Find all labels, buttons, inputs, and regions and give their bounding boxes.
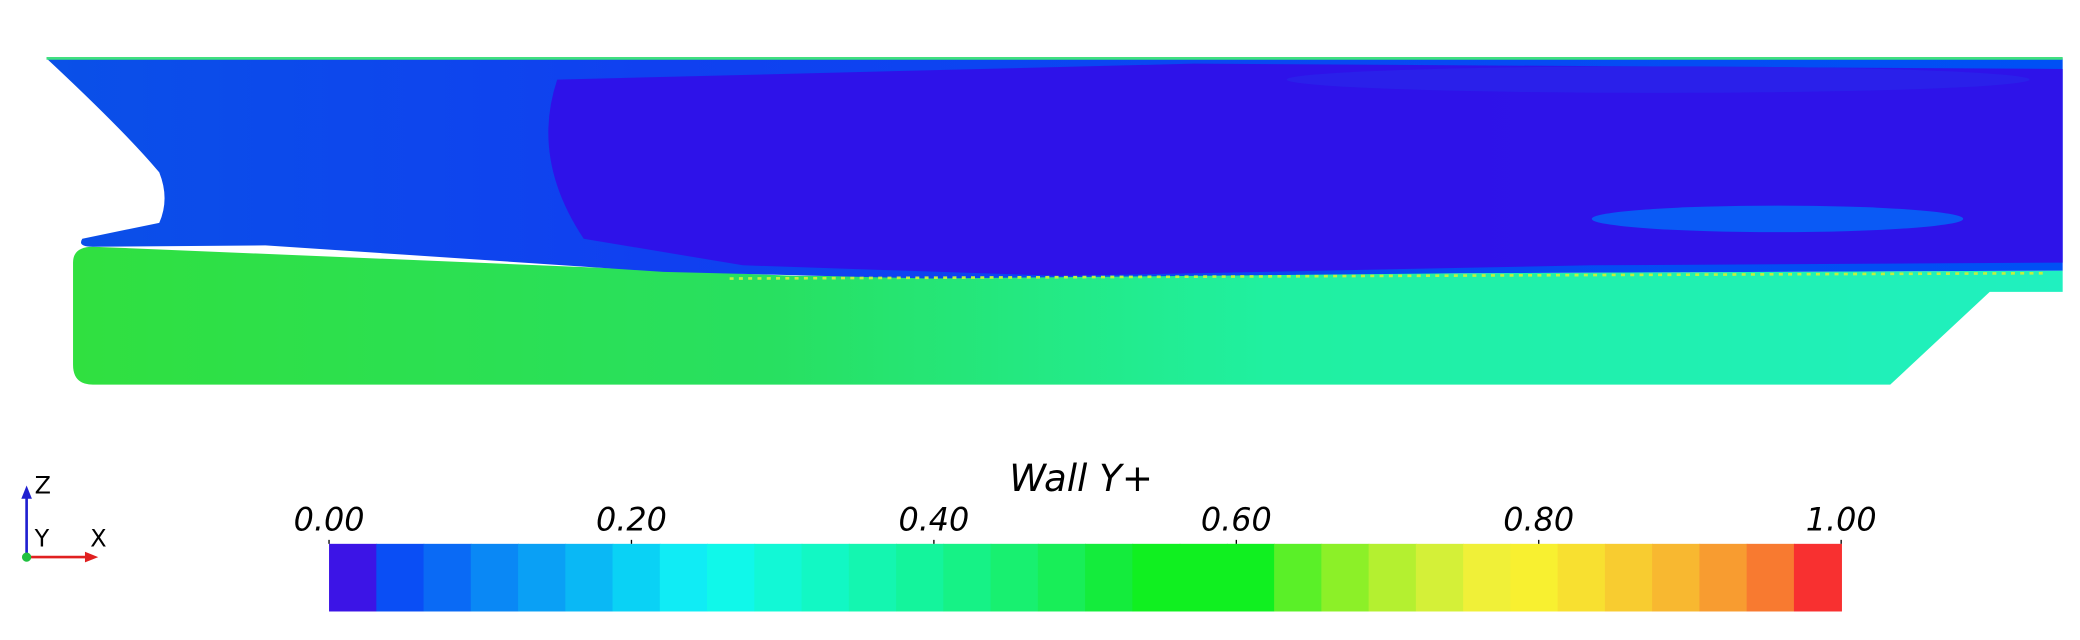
colorbar-swatch <box>896 543 945 612</box>
colorbar-swatch <box>848 543 897 612</box>
triad-y-label: Y <box>34 524 50 552</box>
triad-z-arrow <box>21 485 32 499</box>
colorbar: 0.00 0.20 0.40 0.60 0.80 1.00 <box>294 501 1877 612</box>
colorbar-swatch <box>1557 543 1606 612</box>
colorbar-swatch <box>1179 543 1228 612</box>
colorbar-swatch <box>943 543 992 612</box>
colorbar-swatch <box>659 543 708 612</box>
colorbar-swatch <box>1604 543 1653 612</box>
colorbar-swatch <box>754 543 803 612</box>
colorbar-swatch <box>376 543 425 612</box>
colorbar-swatch <box>1321 543 1370 612</box>
low-yplus-zone <box>548 63 2063 276</box>
colorbar-swatch <box>990 543 1039 612</box>
triad-x-arrow <box>84 551 99 563</box>
colorbar-swatch <box>707 543 756 612</box>
colorbar-swatch <box>1132 543 1181 612</box>
triad-x-label: X <box>90 524 106 552</box>
colorbar-swatch <box>801 543 850 612</box>
colorbar-swatch <box>423 543 472 612</box>
low-yplus-band <box>1286 66 2030 93</box>
colorbar-tick-label: 0.60 <box>1201 501 1272 539</box>
colorbar-swatch <box>470 543 519 612</box>
colorbar-swatch <box>1510 543 1559 612</box>
colorbar-swatch <box>1415 543 1464 612</box>
low-yplus-band <box>1591 205 1964 233</box>
colorbar-tick-label: 0.20 <box>596 501 667 539</box>
triad-z-label: Z <box>35 471 51 499</box>
colorbar-swatch <box>1793 543 1842 612</box>
axis-triad: Z Y X <box>21 471 107 563</box>
colorbar-swatch <box>1037 543 1086 612</box>
colorbar-swatch <box>1226 543 1275 612</box>
colorbar-swatch <box>1463 543 1512 612</box>
hull <box>46 57 2063 385</box>
colorbar-tick-label: 0.40 <box>898 501 969 539</box>
colorbar-swatch <box>565 543 614 612</box>
colorbar-tick-label: 0.00 <box>294 501 365 539</box>
colorbar-swatch <box>1699 543 1748 612</box>
colorbar-swatch <box>1085 543 1134 612</box>
colorbar-tick-label: 0.80 <box>1503 501 1574 539</box>
colorbar-swatch <box>1274 543 1323 612</box>
colorbar-tick-label: 1.00 <box>1806 501 1877 539</box>
colorbar-title: Wall Y+ <box>1009 457 1153 500</box>
triad-origin <box>21 552 32 562</box>
colorbar-swatch <box>518 543 567 612</box>
colorbar-swatch <box>1368 543 1417 612</box>
colorbar-swatch <box>1652 543 1701 612</box>
colorbar-swatch <box>329 543 378 612</box>
hull-lower <box>73 246 2063 385</box>
colorbar-swatch <box>612 543 661 612</box>
colorbar-swatch <box>1746 543 1795 612</box>
